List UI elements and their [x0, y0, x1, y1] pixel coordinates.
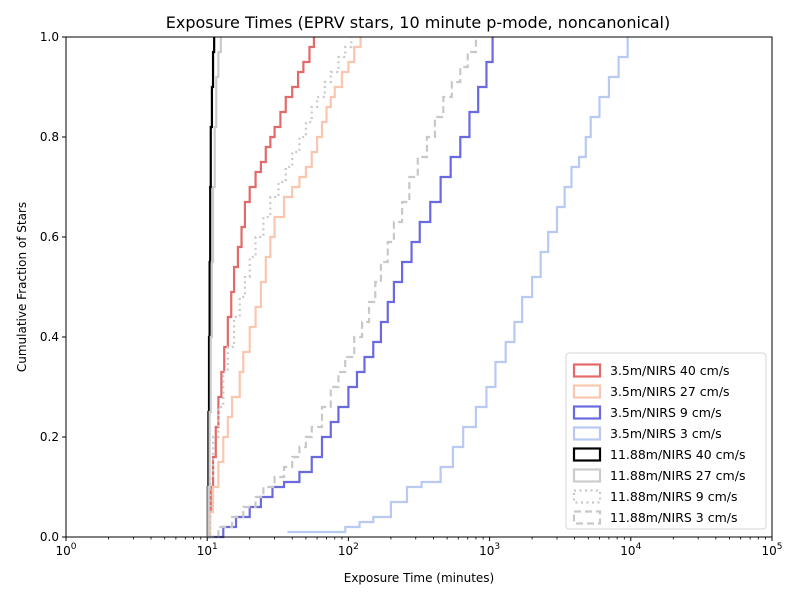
- series-line-8: [207, 37, 478, 539]
- x-tick-label: 102: [338, 542, 359, 558]
- legend-swatch: [572, 384, 602, 399]
- legend-swatch: [572, 468, 602, 483]
- y-tick-label: 0.0: [40, 530, 59, 544]
- x-tick-label: 105: [761, 542, 782, 558]
- legend-label: 3.5m/NIRS 27 cm/s: [610, 384, 730, 399]
- legend-label: 3.5m/NIRS 3 cm/s: [610, 426, 722, 441]
- legend-label: 11.88m/NIRS 9 cm/s: [610, 489, 738, 504]
- y-tick-label: 0.4: [40, 330, 59, 344]
- x-tick-label: 101: [197, 542, 218, 558]
- x-axis: 100 101 102 103 104 105: [55, 537, 783, 558]
- legend-label: 3.5m/NIRS 9 cm/s: [610, 405, 722, 420]
- series-line-7: [207, 37, 353, 539]
- x-axis-label: Exposure Time (minutes): [344, 571, 495, 585]
- legend-swatch: [572, 426, 602, 441]
- legend-label: 11.88m/NIRS 3 cm/s: [610, 510, 738, 525]
- legend-label: 11.88m/NIRS 27 cm/s: [610, 468, 745, 483]
- plot-frame: [65, 36, 773, 538]
- legend-label: 11.88m/NIRS 40 cm/s: [610, 447, 745, 462]
- series-line-4: [287, 37, 629, 534]
- legend-swatch: [572, 447, 602, 462]
- legend-swatch: [572, 489, 602, 504]
- x-tick-label: 100: [55, 542, 76, 558]
- chart-title: Exposure Times (EPRV stars, 10 minute p-…: [166, 13, 670, 32]
- legend-box: [565, 352, 767, 530]
- legend-swatch: [572, 510, 602, 525]
- legend-label: 3.5m/NIRS 40 cm/s: [610, 363, 730, 378]
- y-tick-label: 0.2: [40, 430, 59, 444]
- x-tick-label: 103: [479, 542, 500, 558]
- y-axis-label: Cumulative Fraction of Stars: [15, 202, 29, 372]
- legend-swatch: [572, 363, 602, 378]
- series-line-3: [207, 37, 494, 539]
- x-tick-label: 104: [620, 542, 641, 558]
- plot-series-group: [206, 37, 629, 539]
- y-axis: 0.0 0.2 0.4 0.6 0.8 1.0: [40, 30, 66, 544]
- series-line-2: [207, 37, 362, 539]
- series-line-6: [207, 37, 222, 539]
- y-tick-label: 0.6: [40, 230, 59, 244]
- legend-swatch: [572, 405, 602, 420]
- y-tick-label: 1.0: [40, 30, 59, 44]
- legend: 3.5m/NIRS 40 cm/s 3.5m/NIRS 27 cm/s 3.5m/N…: [565, 352, 767, 530]
- y-tick-label: 0.8: [40, 130, 59, 144]
